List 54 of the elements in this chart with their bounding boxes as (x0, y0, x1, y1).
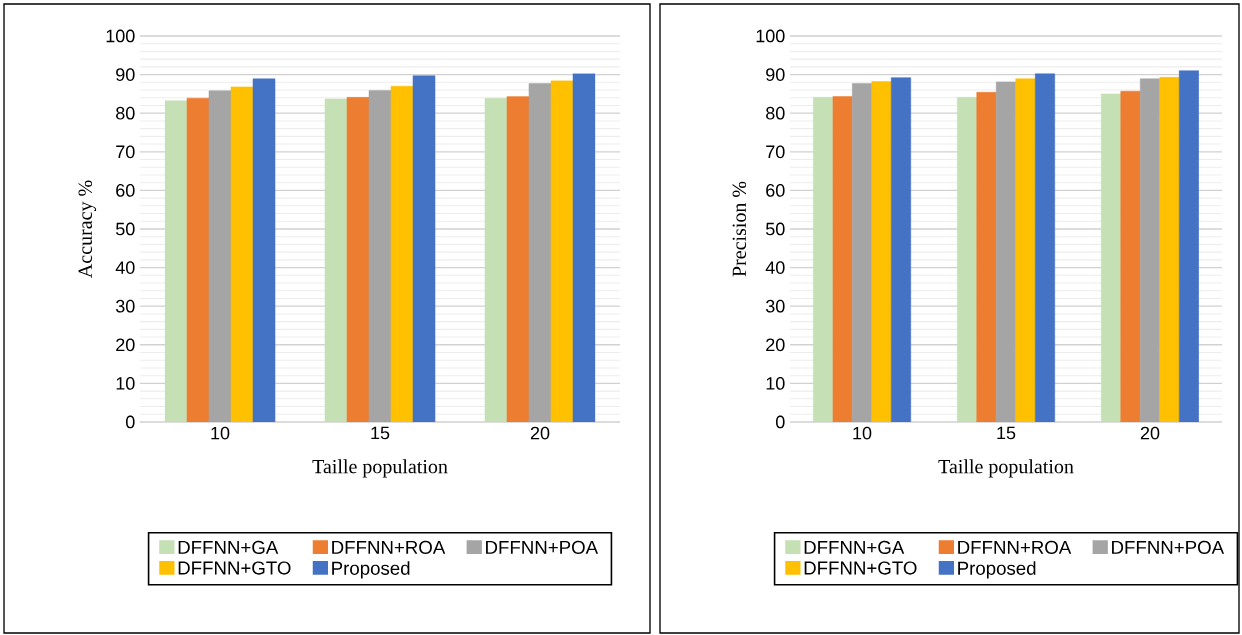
legend-label: DFFNN+GTO (804, 561, 917, 575)
y-tick-label: 60 (766, 184, 785, 197)
y-tick-label: 100 (756, 29, 785, 43)
y-tick-label: 40 (765, 261, 785, 274)
legend-label: DFFNN+ROA (332, 540, 446, 555)
bar (851, 83, 873, 422)
bar (390, 85, 414, 422)
bar (871, 81, 892, 422)
y-tick-label: 10 (766, 377, 785, 390)
legend-label: DFFNN+GA (804, 540, 905, 555)
legend-label: DFFNN+POA (486, 540, 599, 555)
x-tick-label: 20 (530, 426, 550, 440)
bar (995, 81, 1017, 422)
y-tick-label: 50 (115, 222, 135, 236)
y-tick-label: 80 (116, 106, 135, 120)
y-tick-label: 50 (765, 222, 785, 236)
y-axis-title: Precision % (732, 181, 747, 277)
legend-label: Proposed (958, 561, 1036, 579)
y-tick-label: 90 (766, 68, 785, 81)
y-tick-label: 30 (115, 299, 135, 313)
y-tick-label: 100 (106, 29, 135, 43)
bar (1034, 73, 1055, 422)
legend-label: DFFNN+POA (1112, 540, 1225, 555)
y-tick-label: 90 (116, 68, 135, 81)
legend-label: DFFNN+GTO (178, 561, 291, 575)
x-tick-label: 15 (371, 426, 390, 440)
bar (550, 80, 574, 422)
y-tick-label: 40 (115, 261, 135, 274)
y-tick-label: 0 (776, 415, 785, 429)
bar (1178, 70, 1199, 422)
bar (1015, 78, 1036, 422)
bar (1139, 78, 1161, 422)
x-tick-label: 15 (997, 426, 1016, 440)
y-tick-label: 20 (116, 338, 135, 352)
bar (230, 86, 254, 422)
x-tick-label: 20 (1140, 426, 1160, 440)
x-tick-label: 10 (853, 426, 872, 440)
x-axis-title: Taille population (938, 459, 1074, 478)
y-tick-label: 20 (766, 338, 785, 352)
y-tick-label: 0 (126, 415, 135, 429)
bar (1159, 77, 1180, 422)
y-tick-label: 60 (116, 184, 135, 197)
legend-label: Proposed (332, 561, 410, 579)
y-tick-label: 70 (116, 145, 135, 159)
y-tick-label: 70 (766, 145, 785, 159)
y-tick-label: 10 (116, 377, 135, 390)
y-axis-title: Accuracy % (78, 180, 97, 278)
legend-label: DFFNN+ROA (958, 540, 1072, 555)
legend-label: DFFNN+GA (178, 540, 279, 555)
x-axis-title: Taille population (312, 459, 448, 478)
y-tick-label: 30 (765, 299, 785, 313)
x-tick-label: 10 (211, 426, 230, 440)
bar (890, 77, 912, 422)
y-tick-label: 80 (766, 106, 785, 120)
